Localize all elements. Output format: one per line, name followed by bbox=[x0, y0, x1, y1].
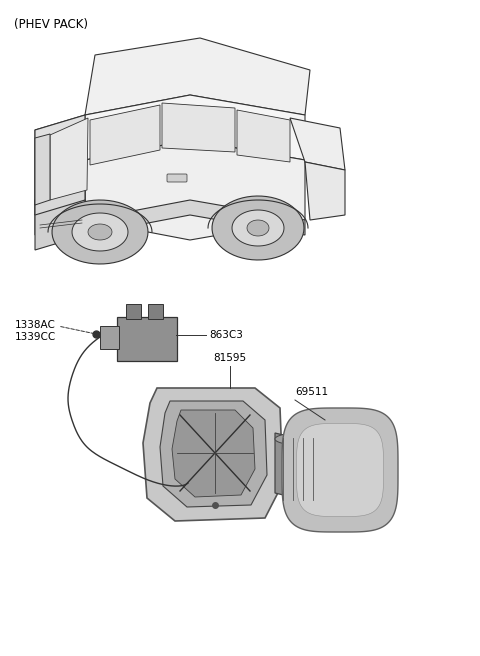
Polygon shape bbox=[282, 408, 398, 532]
Polygon shape bbox=[212, 196, 304, 260]
Polygon shape bbox=[275, 433, 325, 445]
Polygon shape bbox=[290, 118, 345, 170]
Polygon shape bbox=[237, 110, 290, 162]
Polygon shape bbox=[35, 115, 85, 215]
Polygon shape bbox=[85, 140, 305, 240]
Polygon shape bbox=[305, 162, 345, 220]
FancyBboxPatch shape bbox=[147, 304, 163, 319]
Polygon shape bbox=[88, 224, 112, 240]
Polygon shape bbox=[143, 388, 283, 521]
Polygon shape bbox=[35, 185, 85, 235]
Polygon shape bbox=[90, 105, 160, 165]
Polygon shape bbox=[172, 410, 255, 497]
Text: 69511: 69511 bbox=[295, 387, 328, 397]
Polygon shape bbox=[85, 200, 305, 235]
Text: 863C3: 863C3 bbox=[209, 330, 243, 340]
Polygon shape bbox=[50, 118, 88, 200]
FancyBboxPatch shape bbox=[117, 317, 177, 361]
FancyBboxPatch shape bbox=[99, 325, 119, 348]
Text: (PHEV PACK): (PHEV PACK) bbox=[14, 18, 88, 31]
Polygon shape bbox=[247, 220, 269, 236]
Polygon shape bbox=[72, 213, 128, 251]
Text: 1338AC
1339CC: 1338AC 1339CC bbox=[15, 320, 56, 342]
Polygon shape bbox=[85, 38, 310, 115]
Text: 81595: 81595 bbox=[214, 353, 247, 363]
Polygon shape bbox=[275, 433, 325, 505]
Polygon shape bbox=[35, 200, 85, 250]
Polygon shape bbox=[85, 95, 305, 160]
Polygon shape bbox=[160, 401, 267, 507]
Polygon shape bbox=[35, 115, 85, 215]
FancyBboxPatch shape bbox=[167, 174, 187, 182]
Polygon shape bbox=[162, 103, 235, 152]
Polygon shape bbox=[297, 424, 384, 516]
Polygon shape bbox=[52, 200, 148, 264]
Polygon shape bbox=[35, 134, 50, 205]
FancyBboxPatch shape bbox=[125, 304, 141, 319]
Polygon shape bbox=[232, 210, 284, 246]
